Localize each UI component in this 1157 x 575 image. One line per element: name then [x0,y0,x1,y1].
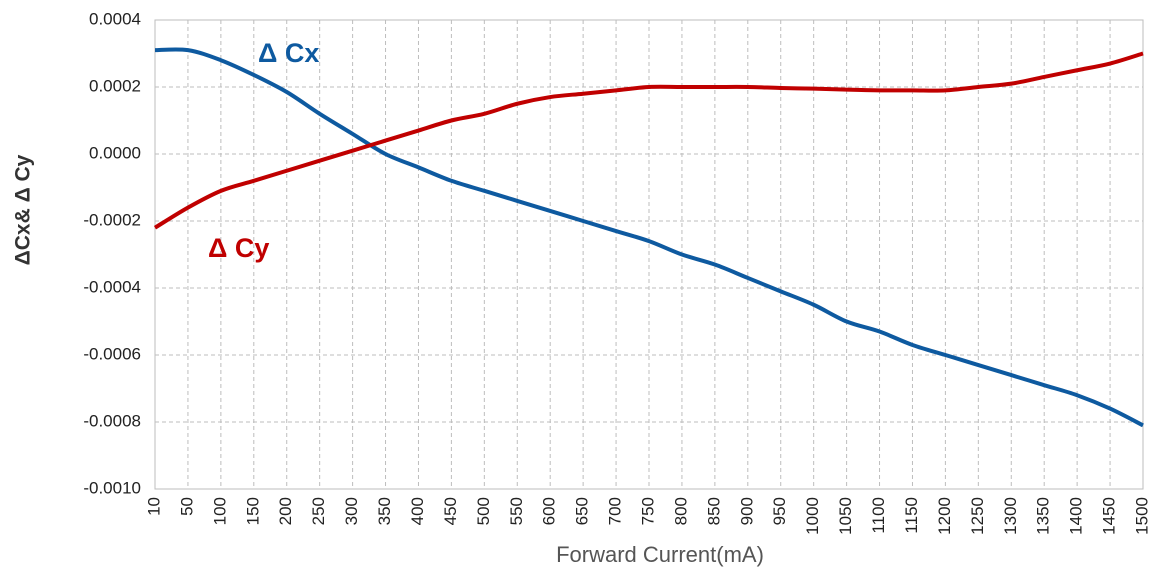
plot-border [154,19,1144,490]
x-tick-label: 1050 [836,497,855,535]
x-tick-label: 1000 [803,497,822,535]
x-tick-label: 750 [638,497,657,525]
series-line [154,47,1144,428]
x-tick-label: 300 [342,497,361,525]
x-tick-label: 1500 [1132,497,1151,535]
x-tick-label: 700 [606,497,625,525]
x-tick-label: 1200 [935,497,954,535]
series-line [153,51,1144,230]
x-tick-label: 200 [276,497,295,525]
x-tick-label: 1350 [1034,497,1053,535]
x-tick-label: 250 [309,497,328,525]
x-tick-label: 950 [770,497,789,525]
y-tick-label: -0.0006 [83,344,141,363]
x-tick-label: 650 [573,497,592,525]
x-tick-label: 500 [474,497,493,525]
x-tick-label: 550 [507,497,526,525]
x-tick-label: 50 [177,497,196,516]
x-tick-label: 600 [540,497,559,525]
y-tick-label: 0.0000 [89,143,141,162]
x-tick-label: 800 [671,497,690,525]
x-tick-label: 1300 [1001,497,1020,535]
y-tick-label: -0.0008 [83,411,141,430]
y-tick-label: 0.0002 [89,76,141,95]
x-tick-label: 900 [737,497,756,525]
x-tick-label: 1400 [1067,497,1086,535]
y-tick-label: -0.0004 [83,277,141,296]
x-tick-label: 100 [210,497,229,525]
series-label: Δ Cy [208,233,269,263]
series-label: Δ Cx [258,38,319,68]
x-tick-label: 350 [375,497,394,525]
x-tick-label: 1150 [902,497,921,534]
x-tick-label: 150 [243,497,262,525]
x-tick-label: 1450 [1100,497,1119,535]
x-tick-label: 450 [441,497,460,525]
x-tick-label: 1100 [869,497,888,534]
y-tick-label: 0.0004 [89,9,141,28]
y-tick-label: -0.0002 [83,210,141,229]
y-tick-label: -0.0010 [83,478,141,497]
x-axis-label: Forward Current(mA) [556,542,764,567]
x-tick-label: 1250 [968,497,987,535]
x-tick-label: 10 [144,497,163,516]
y-axis-label: ΔCx& Δ Cy [12,154,35,265]
x-tick-label: 850 [704,497,723,525]
x-tick-label: 400 [408,497,427,525]
